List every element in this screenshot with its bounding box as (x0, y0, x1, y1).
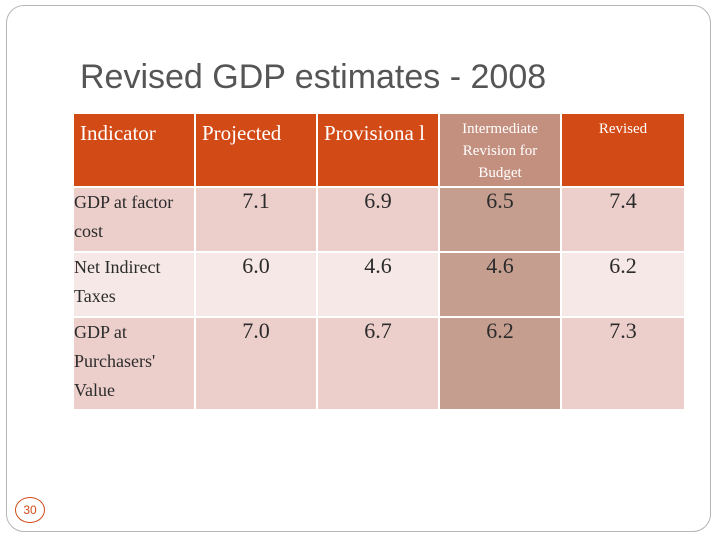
provisional-cell: 6.7 (316, 316, 440, 411)
table-header-row: Indicator Projected Provisiona l Interme… (72, 112, 686, 188)
projected-cell: 7.1 (194, 186, 318, 253)
revised-cell: 6.2 (560, 251, 686, 318)
provisional-cell: 6.9 (316, 186, 440, 253)
revised-cell: 7.3 (560, 316, 686, 411)
intermediate-revision-cell: 6.2 (438, 316, 562, 411)
indicator-cell: Net Indirect Taxes (72, 251, 196, 318)
gdp-table: Indicator Projected Provisiona l Interme… (72, 112, 686, 411)
table-row: Net Indirect Taxes 6.0 4.6 4.6 6.2 (72, 251, 686, 318)
column-header-projected: Projected (194, 112, 318, 188)
column-header-provisional: Provisiona l (316, 112, 440, 188)
indicator-cell: GDP at Purchasers' Value (72, 316, 196, 411)
table-row: GDP at factor cost 7.1 6.9 6.5 7.4 (72, 186, 686, 253)
column-header-indicator: Indicator (72, 112, 196, 188)
projected-cell: 6.0 (194, 251, 318, 318)
intermediate-revision-cell: 4.6 (438, 251, 562, 318)
projected-cell: 7.0 (194, 316, 318, 411)
provisional-cell: 4.6 (316, 251, 440, 318)
column-header-intermediate-revision: Intermediate Revision for Budget (438, 112, 562, 188)
column-header-revised: Revised (560, 112, 686, 188)
revised-cell: 7.4 (560, 186, 686, 253)
page-number-badge: 30 (15, 497, 45, 523)
intermediate-revision-cell: 6.5 (438, 186, 562, 253)
slide-title: Revised GDP estimates - 2008 (80, 58, 547, 96)
table-row: GDP at Purchasers' Value 7.0 6.7 6.2 7.3 (72, 316, 686, 411)
indicator-cell: GDP at factor cost (72, 186, 196, 253)
